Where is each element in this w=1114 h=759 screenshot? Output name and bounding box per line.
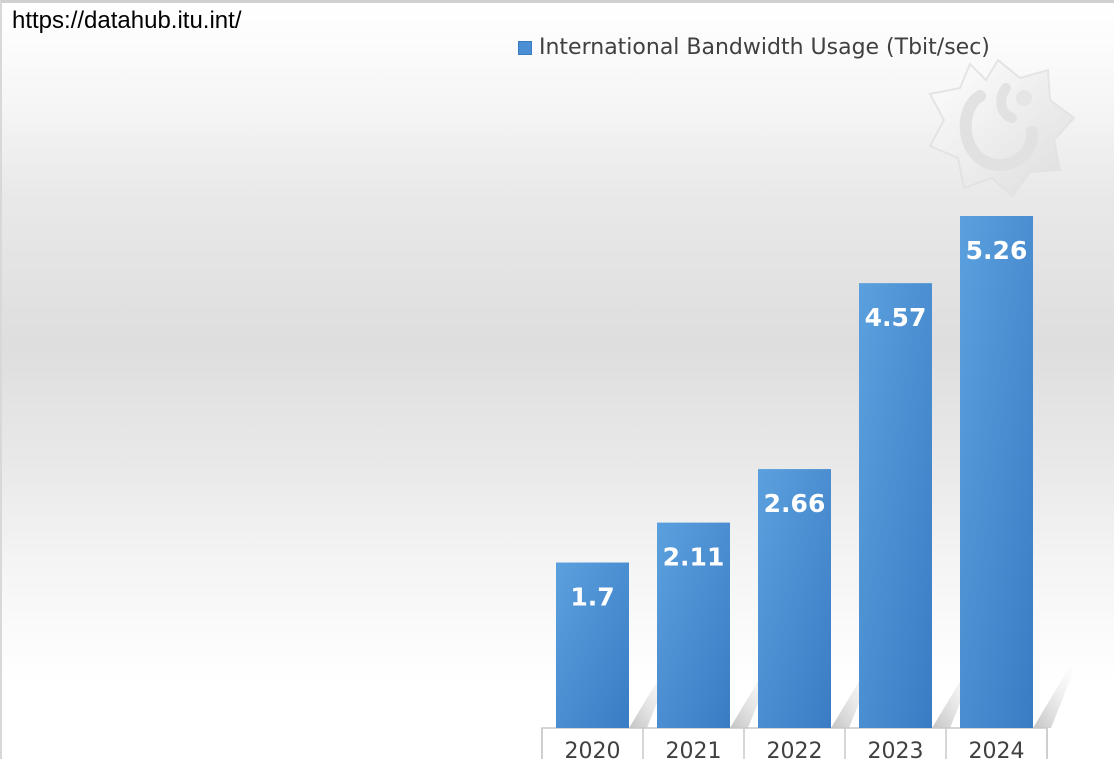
- x-tick-2020: 2020: [565, 739, 621, 759]
- bar-2024: [960, 216, 1033, 728]
- x-tick-2023: 2023: [868, 739, 924, 759]
- bar-shadow: [1033, 668, 1075, 728]
- bars: [556, 216, 1033, 728]
- legend-swatch: [518, 40, 532, 55]
- x-tick-2022: 2022: [767, 739, 823, 759]
- x-tick-2021: 2021: [666, 739, 722, 759]
- bar-label-2020: 1.7: [570, 583, 614, 612]
- x-tick-2024: 2024: [969, 739, 1025, 759]
- bar-2021: [657, 522, 730, 728]
- bar-data-labels: 1.7 2.11 2.66 4.57 5.26: [570, 236, 1027, 612]
- x-axis-ticks: 2020 2021 2022 2023 2024: [565, 739, 1025, 759]
- source-url: https://datahub.itu.int/: [12, 7, 242, 34]
- legend-label: International Bandwidth Usage (Tbit/sec): [539, 35, 990, 60]
- bar-2022: [758, 469, 831, 728]
- bar-2023: [859, 283, 932, 728]
- bar-label-2022: 2.66: [764, 489, 826, 518]
- bar-label-2021: 2.11: [663, 543, 725, 572]
- bar-2020: [556, 562, 629, 728]
- watermark-logo-icon: [928, 58, 1076, 198]
- bar-label-2023: 4.57: [865, 303, 927, 332]
- bar-label-2024: 5.26: [966, 236, 1028, 265]
- bar-chart: 1.7 2.11 2.66 4.57 5.26 2020 2021 2022 2023 2024: [541, 216, 1075, 759]
- legend: International Bandwidth Usage (Tbit/sec): [518, 35, 990, 60]
